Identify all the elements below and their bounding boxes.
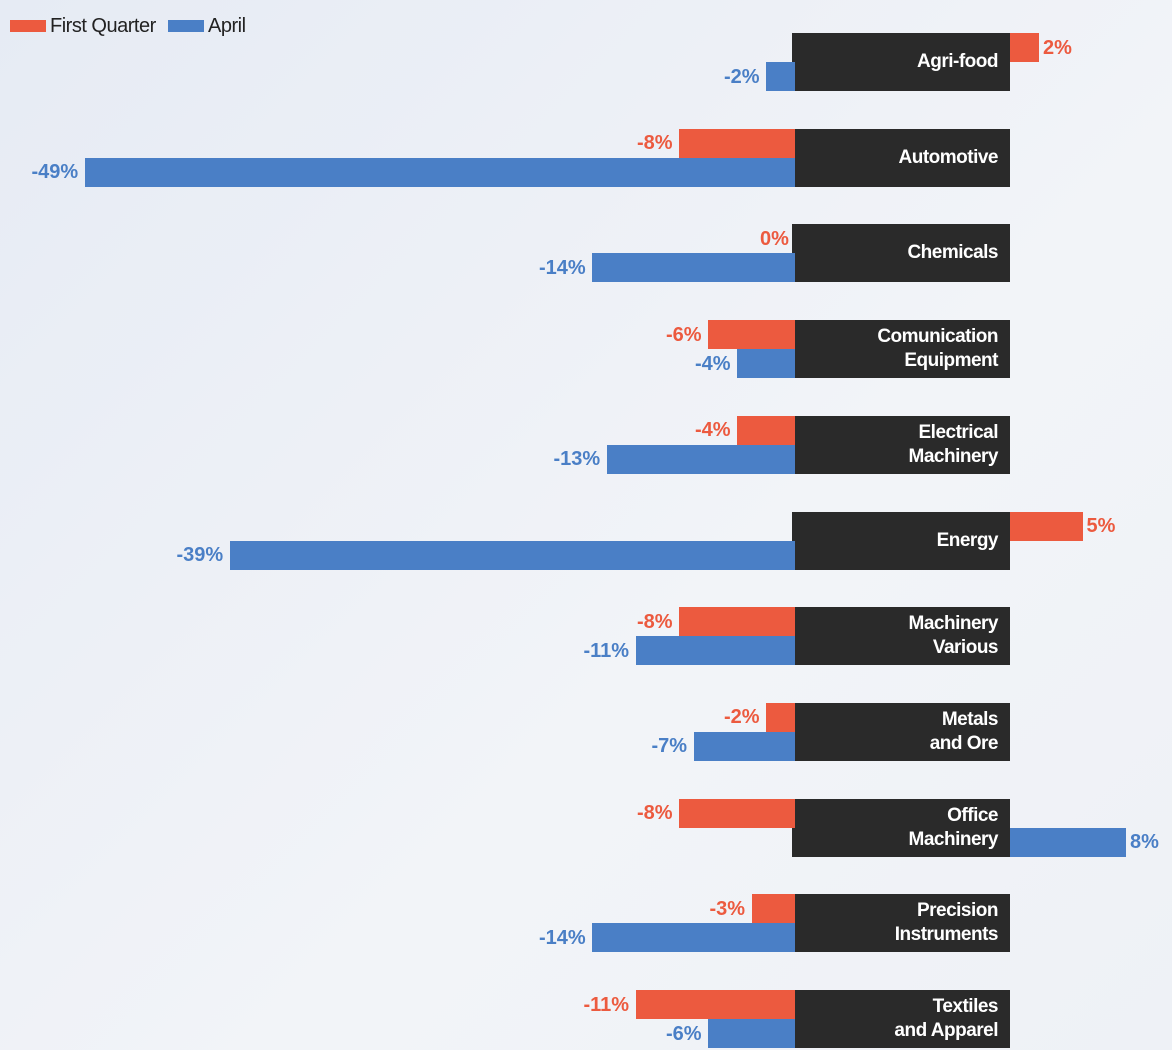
value-label: -14% <box>539 926 586 949</box>
category-box: Comunication Equipment <box>792 320 1010 379</box>
bar <box>766 702 795 732</box>
value-label: -4% <box>695 419 731 442</box>
category-box: Textiles and Apparel <box>792 990 1010 1048</box>
bar <box>1010 33 1039 62</box>
value-label: -11% <box>583 639 630 662</box>
value-label: -8% <box>637 132 673 155</box>
value-label: -4% <box>695 352 731 375</box>
category-box: Automotive <box>792 128 1010 187</box>
bar <box>679 128 795 158</box>
category-box: Office Machinery <box>792 798 1010 857</box>
legend-swatch <box>10 20 46 32</box>
value-label: 0% <box>760 227 789 250</box>
bar <box>606 444 795 474</box>
category-box: Energy <box>792 511 1010 570</box>
category-box: Electrical Machinery <box>792 415 1010 474</box>
legend-swatch <box>168 20 204 32</box>
value-label: -8% <box>637 610 673 633</box>
category-box: Metals and Ore <box>792 702 1010 761</box>
bar <box>708 320 795 350</box>
value-label: -13% <box>553 448 601 471</box>
category-box: Precision Instruments <box>792 894 1010 953</box>
bar <box>635 990 795 1019</box>
bar <box>635 636 795 666</box>
value-label: -2% <box>724 706 760 729</box>
value-label: -11% <box>583 993 630 1016</box>
category-box: Machinery Various <box>792 607 1010 666</box>
value-label: 5% <box>1086 515 1116 537</box>
bar <box>737 349 795 379</box>
value-label: -2% <box>724 65 760 88</box>
bar <box>766 62 795 91</box>
category-box: Agri-food <box>792 33 1010 91</box>
bar <box>679 607 795 637</box>
bar <box>592 923 795 953</box>
value-label: -6% <box>666 323 702 346</box>
bar <box>737 415 795 445</box>
value-label: -8% <box>637 802 673 825</box>
legend-label: First Quarter <box>50 15 156 37</box>
value-label: -49% <box>31 161 79 184</box>
bar <box>679 798 795 828</box>
bar <box>708 1019 795 1048</box>
bar <box>751 894 795 924</box>
value-label: 2% <box>1043 36 1072 59</box>
value-label: -3% <box>709 897 746 920</box>
bar <box>1010 511 1083 541</box>
bar <box>229 540 795 570</box>
value-label: -14% <box>539 256 586 279</box>
bar <box>592 253 795 283</box>
value-label: 8% <box>1130 831 1159 854</box>
bar <box>84 157 795 187</box>
category-box: Chemicals <box>792 224 1010 283</box>
value-label: -39% <box>176 544 224 566</box>
value-label: -6% <box>666 1022 702 1045</box>
bar <box>1010 827 1126 857</box>
value-label: -7% <box>651 735 688 758</box>
legend-label: April <box>208 15 246 37</box>
bar <box>693 731 795 761</box>
